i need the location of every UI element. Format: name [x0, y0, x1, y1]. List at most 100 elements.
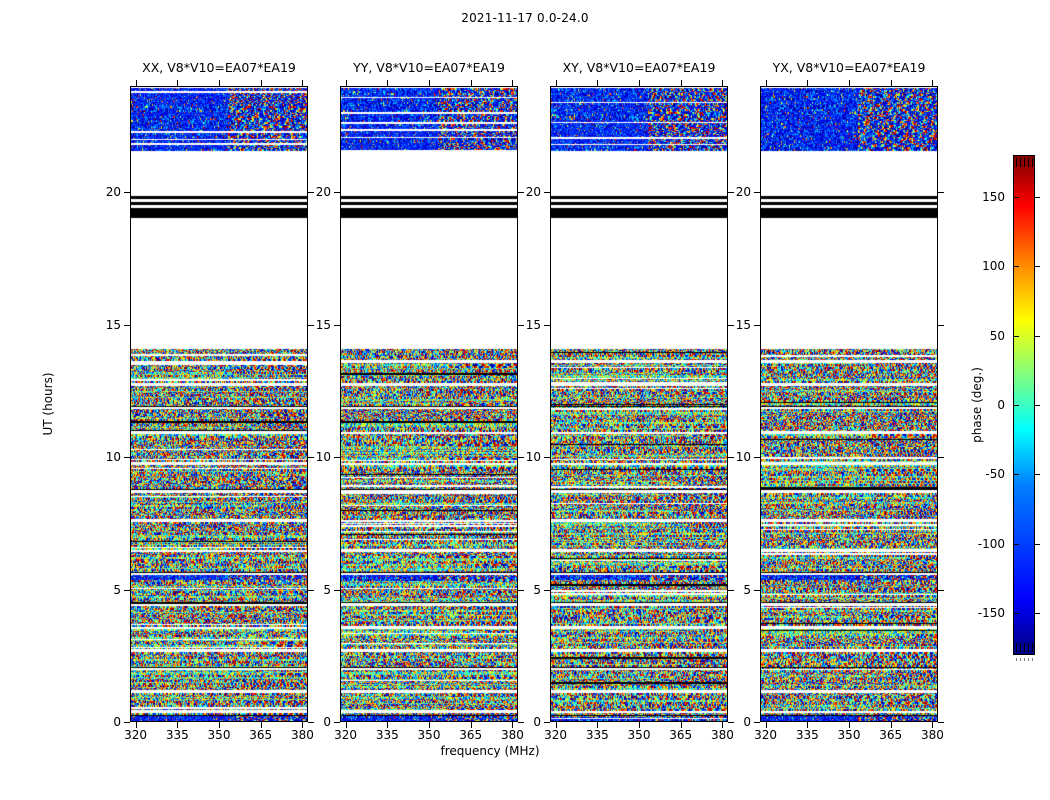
y-tick-label: 15 [525, 317, 541, 332]
axes-frame-xy [550, 86, 728, 722]
y-tick-label: 10 [735, 450, 751, 464]
colorbar-under-hatch [1016, 643, 1034, 652]
x-tick-mark-top [135, 80, 137, 86]
x-tick-mark-top [512, 80, 514, 86]
y-tick-mark-right [308, 722, 314, 723]
y-tick-mark [754, 589, 760, 591]
y-tick-mark-right [308, 324, 314, 326]
colorbar-tick-mark [1014, 196, 1019, 198]
y-tick-label: 10 [105, 450, 121, 464]
x-tick-label: 335 [375, 728, 399, 742]
y-tick-mark-right [518, 324, 524, 326]
x-tick-mark [555, 722, 557, 728]
x-tick-mark [722, 722, 724, 728]
x-tick-mark-top [890, 80, 892, 86]
y-tick-mark-right [728, 457, 734, 458]
colorbar-tick-mark-outer [1035, 335, 1040, 337]
colorbar-tick-mark [1014, 405, 1019, 406]
x-tick-mark [680, 722, 682, 728]
y-tick-mark [334, 457, 340, 458]
colorbar-tick-label: 150 [982, 189, 1005, 204]
x-tick-label: 335 [585, 728, 609, 742]
y-tick-label: 10 [525, 450, 541, 464]
y-tick-mark-right [728, 192, 734, 193]
panel-xy: XY, V8*V10=EA07*EA19 0 5 10 15 20 320 335 350 365… [526, 61, 734, 741]
x-tick-label: 320 [334, 728, 358, 742]
colorbar-over-hatch [1016, 158, 1034, 167]
colorbar-tick-mark-outer [1035, 613, 1040, 615]
axes-frame-xx [130, 86, 308, 722]
y-tick-mark [544, 324, 550, 326]
y-tick-mark-right [938, 457, 944, 458]
y-tick-label: 20 [525, 185, 541, 199]
dynamic-spectrum-xx [131, 87, 307, 721]
colorbar-tick-mark-outer [1035, 405, 1040, 406]
x-tick-mark-top [597, 80, 599, 86]
x-tick-mark [512, 722, 514, 728]
x-tick-mark [470, 722, 472, 728]
x-tick-mark-top [470, 80, 472, 86]
x-tick-mark [135, 722, 137, 728]
y-tick-label: 5 [323, 582, 331, 597]
x-tick-label: 350 [417, 728, 441, 742]
x-tick-mark [639, 722, 640, 728]
colorbar-tick-mark [1014, 613, 1019, 615]
y-tick-mark [754, 192, 760, 193]
y-tick-label: 10 [315, 450, 331, 464]
panel-title-xy: XY, V8*V10=EA07*EA19 [562, 60, 716, 75]
y-tick-mark-right [308, 457, 314, 458]
y-tick-mark-right [308, 192, 314, 193]
x-tick-label: 365 [879, 728, 903, 742]
y-tick-label: 5 [743, 582, 751, 597]
x-tick-label: 365 [249, 728, 273, 742]
x-tick-label: 320 [754, 728, 778, 742]
x-tick-mark [765, 722, 767, 728]
panel-xx: XX, V8*V10=EA07*EA19 0 5 10 15 20 320 335 350 365… [106, 61, 314, 741]
x-tick-mark-top [260, 80, 262, 86]
y-tick-mark [124, 192, 130, 193]
colorbar-gradient [1013, 155, 1035, 655]
y-tick-mark [754, 722, 760, 723]
x-tick-label: 350 [837, 728, 861, 742]
colorbar-tick-mark-outer [1035, 474, 1040, 476]
x-tick-label: 380 [920, 728, 944, 742]
panel-title-yy: YY, V8*V10=EA07*EA19 [353, 60, 505, 75]
colorbar-tick-mark [1014, 335, 1019, 337]
x-tick-mark [177, 722, 179, 728]
y-tick-mark [544, 457, 550, 458]
y-tick-mark-right [938, 324, 944, 326]
dynamic-spectrum-yy [341, 87, 517, 721]
x-tick-mark [890, 722, 892, 728]
x-tick-mark [219, 722, 220, 728]
axes-frame-yy [340, 86, 518, 722]
x-tick-mark-top [387, 80, 389, 86]
x-tick-label: 365 [669, 728, 693, 742]
panel-yy: YY, V8*V10=EA07*EA19 0 5 10 15 20 320 335 350 365… [316, 61, 524, 741]
x-tick-mark [932, 722, 934, 728]
x-tick-mark-top [849, 80, 850, 86]
y-tick-label: 20 [315, 185, 331, 199]
y-tick-mark [754, 324, 760, 326]
x-tick-label: 320 [544, 728, 568, 742]
y-tick-mark-right [728, 589, 734, 591]
colorbar-label: phase (deg.) [970, 367, 984, 443]
y-tick-mark [124, 457, 130, 458]
y-tick-mark [124, 722, 130, 723]
y-tick-mark [544, 722, 550, 723]
colorbar-tick-label: 50 [989, 328, 1005, 343]
y-tick-mark [544, 589, 550, 591]
x-tick-mark [302, 722, 304, 728]
x-tick-label: 350 [207, 728, 231, 742]
x-tick-mark-top [765, 80, 767, 86]
x-tick-mark-top [807, 80, 809, 86]
colorbar-tick-label: 0 [997, 398, 1005, 412]
x-tick-mark-top [177, 80, 179, 86]
x-tick-mark-top [302, 80, 304, 86]
colorbar-tick-label: -100 [977, 536, 1005, 551]
x-tick-mark [260, 722, 262, 728]
y-tick-label: 5 [113, 582, 121, 597]
y-tick-mark [334, 192, 340, 193]
y-tick-mark-right [728, 722, 734, 723]
x-tick-mark [849, 722, 850, 728]
